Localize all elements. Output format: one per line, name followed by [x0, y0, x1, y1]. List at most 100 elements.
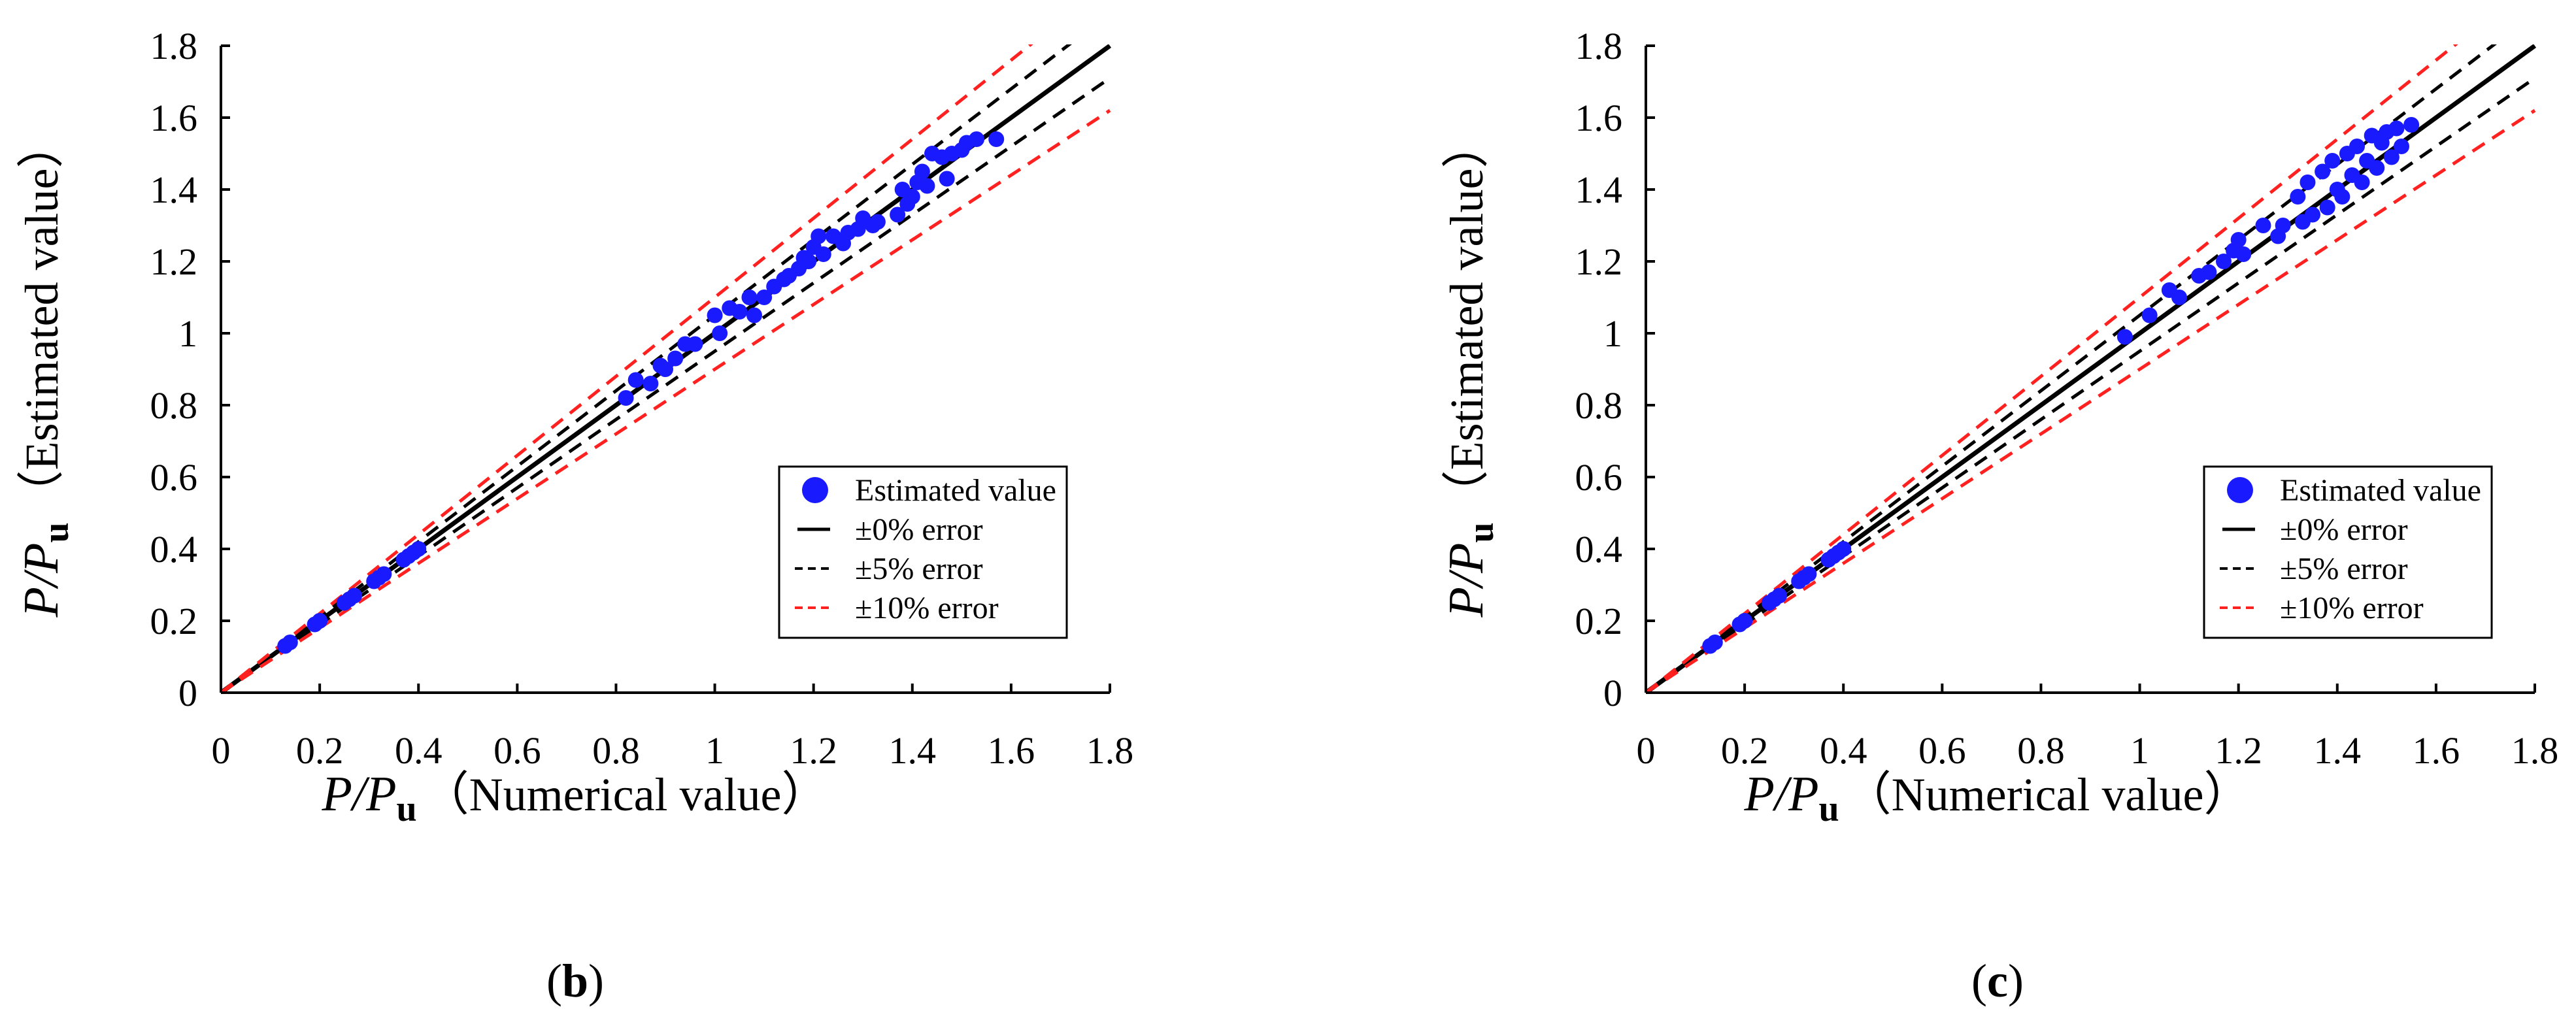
- legend-label: ±10% error: [2280, 591, 2424, 625]
- data-point: [2300, 174, 2316, 190]
- data-point: [312, 613, 328, 629]
- five-percent-error-line-lower: [221, 76, 1111, 694]
- legend-label: Estimated value: [2280, 473, 2481, 508]
- data-point: [2315, 163, 2331, 180]
- y-tick-label: 1.8: [150, 25, 198, 67]
- y-tick-label: 0.8: [150, 384, 198, 427]
- x-tick-label: 0: [1637, 729, 1656, 772]
- x-tick-label: 0.2: [1721, 729, 1769, 772]
- x-axis-title: P/Pu （Numerical value）: [1744, 767, 2251, 829]
- x-tick-label: 0.4: [395, 729, 443, 772]
- data-point: [756, 289, 773, 305]
- data-point: [890, 206, 906, 223]
- ten-percent-error-line-upper: [1646, 44, 2458, 694]
- legend-marker-estimated: [802, 477, 828, 503]
- data-point: [2141, 307, 2158, 323]
- panel-label-open: (: [1971, 955, 1987, 1007]
- legend: Estimated value ±0% error ±5% error ±10% er…: [2203, 465, 2493, 639]
- legend: Estimated value ±0% error ±5% error ±10% er…: [778, 465, 1068, 639]
- data-point: [643, 376, 659, 391]
- x-tick-label: 0.8: [2017, 729, 2065, 772]
- data-point: [2394, 139, 2409, 154]
- x-tick-label: 1: [705, 729, 724, 772]
- data-point: [627, 372, 644, 388]
- data-point: [376, 566, 392, 582]
- data-point: [667, 350, 684, 367]
- y-tick-label: 0.4: [150, 528, 198, 570]
- data-point: [2334, 189, 2350, 205]
- legend-label: ±0% error: [2280, 512, 2408, 547]
- x-tick-label: 0.4: [1820, 729, 1867, 772]
- y-tick-label: 0.6: [150, 456, 198, 499]
- data-points: [1702, 117, 2420, 654]
- data-point: [741, 289, 758, 305]
- data-point: [2319, 199, 2335, 216]
- x-axis-title-italic: P/P: [322, 767, 397, 821]
- panel-label-close: ): [588, 955, 604, 1007]
- legend-label: ±5% error: [2280, 552, 2408, 586]
- x-tick-label: 0.8: [592, 729, 640, 772]
- y-axis-title: P/Pu （Estimated value）: [14, 122, 76, 618]
- data-point: [904, 189, 920, 205]
- x-axis-title-sub: u: [1819, 789, 1839, 829]
- x-axis-title-suffix: （Numerical value）: [422, 768, 829, 821]
- data-point: [746, 307, 762, 323]
- x-tick-label: 1.4: [889, 729, 937, 772]
- data-point: [914, 163, 930, 180]
- y-tick-label: 1: [178, 312, 197, 355]
- data-points: [277, 131, 1005, 654]
- legend-label: ±10% error: [855, 591, 999, 625]
- y-axis-title-italic: P/P: [1439, 543, 1494, 618]
- y-tick-label: 0.6: [1575, 456, 1623, 499]
- x-axis-title-italic: P/P: [1744, 767, 1819, 821]
- legend-label: Estimated value: [855, 473, 1056, 508]
- data-point: [707, 307, 723, 323]
- x-tick-label: 1.6: [2413, 729, 2460, 772]
- panel-label: (b): [546, 955, 604, 1007]
- five-percent-error-line-lower: [1646, 76, 2536, 694]
- y-tick-label: 0.8: [1575, 384, 1623, 427]
- y-tick-label: 1.2: [1575, 240, 1623, 283]
- y-tick-label: 1.4: [1575, 169, 1623, 211]
- data-point: [2201, 264, 2217, 280]
- data-point: [2388, 120, 2405, 137]
- y-tick-label: 0.2: [1575, 600, 1623, 642]
- x-tick-label: 1.8: [1086, 729, 1134, 772]
- data-point: [939, 171, 955, 187]
- legend-label: ±0% error: [855, 512, 983, 547]
- x-tick-label: 1.2: [790, 729, 837, 772]
- data-point: [815, 246, 831, 262]
- legend-label: ±5% error: [855, 552, 983, 586]
- y-axis-title-sub: u: [36, 522, 76, 542]
- data-point: [687, 336, 703, 352]
- x-tick-label: 0.6: [1918, 729, 1966, 772]
- data-point: [2349, 139, 2365, 154]
- data-point: [2255, 218, 2271, 233]
- x-tick-label: 1: [2130, 729, 2149, 772]
- panel-label-letter: c: [1987, 955, 2008, 1007]
- y-axis-title-suffix: （Estimated value）: [1441, 122, 1493, 518]
- x-tick-label: 1.6: [988, 729, 1035, 772]
- data-point: [2403, 117, 2420, 133]
- panel-label: (c): [1971, 955, 2024, 1007]
- data-point: [2171, 289, 2187, 305]
- data-point: [2305, 206, 2320, 223]
- data-point: [1737, 613, 1753, 629]
- x-axis-title: P/Pu （Numerical value）: [322, 767, 829, 829]
- data-point: [618, 390, 634, 406]
- y-tick-label: 1: [1603, 312, 1622, 355]
- data-point: [712, 325, 728, 341]
- y-tick-label: 1.6: [150, 97, 198, 139]
- ten-percent-error-line-lower: [221, 108, 1111, 694]
- x-axis-title-sub: u: [397, 789, 417, 829]
- chart-panel-c: 0 0.2 0.4 0.6 0.8 1 1.2 1.4 1.6 1.8 0 0.2 0.4 0.6 0.8 1…: [1439, 25, 2558, 1007]
- data-point: [1801, 566, 1817, 582]
- data-point: [2383, 149, 2400, 165]
- y-axis-title-sub: u: [1461, 522, 1501, 542]
- data-point: [869, 214, 886, 230]
- data-point: [282, 635, 298, 650]
- x-tick-label: 0: [212, 729, 231, 772]
- legend-marker-estimated: [2227, 477, 2253, 503]
- data-point: [969, 131, 984, 147]
- y-tick-label: 0.2: [150, 600, 198, 642]
